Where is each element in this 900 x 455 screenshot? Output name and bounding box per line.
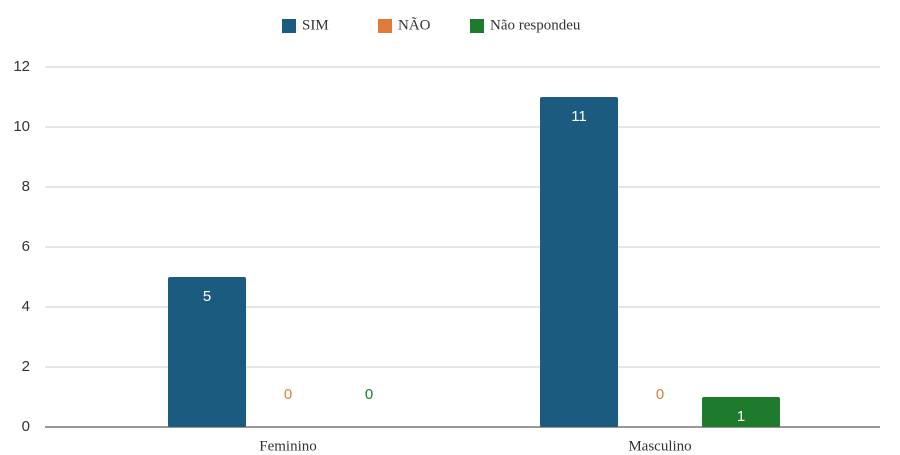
x-tick-label: Feminino — [259, 438, 317, 454]
bar — [168, 277, 246, 427]
value-label: 0 — [656, 386, 664, 403]
value-label: 0 — [284, 386, 292, 403]
y-tick-label: 2 — [22, 358, 30, 375]
y-tick-label: 0 — [22, 418, 30, 435]
legend-swatch — [378, 19, 392, 33]
value-label: 1 — [737, 408, 745, 425]
bar — [702, 397, 780, 427]
bar — [540, 97, 618, 427]
y-tick-label: 6 — [22, 238, 30, 255]
legend-label: Não respondeu — [490, 17, 581, 33]
x-tick-label: Masculino — [628, 438, 691, 454]
y-tick-label: 4 — [22, 298, 30, 315]
legend-label: SIM — [302, 17, 329, 33]
legend-label: NÃO — [398, 17, 431, 33]
value-label: 5 — [203, 288, 211, 305]
y-tick-label: 12 — [13, 58, 30, 75]
value-label: 11 — [571, 108, 587, 125]
legend-swatch — [470, 19, 484, 33]
value-label: 0 — [365, 386, 373, 403]
legend-swatch — [282, 19, 296, 33]
y-tick-label: 8 — [22, 178, 30, 195]
y-tick-label: 10 — [13, 118, 30, 135]
